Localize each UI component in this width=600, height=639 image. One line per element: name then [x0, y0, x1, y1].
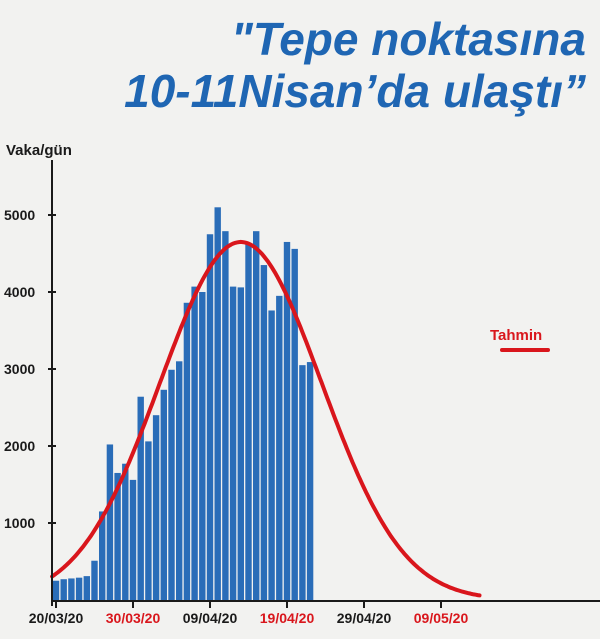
- bar: [68, 578, 75, 600]
- bar: [122, 463, 129, 600]
- bar: [283, 241, 291, 600]
- bar: [106, 444, 114, 600]
- bar: [152, 415, 160, 600]
- legend-label: Tahmin: [490, 327, 542, 344]
- bar: [245, 244, 252, 600]
- bar: [168, 369, 175, 600]
- bar: [253, 231, 260, 601]
- bar: [214, 207, 221, 601]
- x-tick-label: 30/03/20: [106, 610, 161, 626]
- bar: [291, 248, 298, 600]
- bar: [114, 472, 121, 600]
- y-axis-label: Vaka/gün: [6, 142, 72, 159]
- bar: [99, 511, 106, 600]
- y-tick-label: 2000: [4, 438, 35, 454]
- x-tick-label: 09/05/20: [414, 610, 469, 626]
- x-tick-label: 19/04/20: [260, 610, 315, 626]
- bar: [129, 479, 137, 600]
- bar: [191, 286, 198, 600]
- bar: [145, 441, 152, 600]
- bar: [306, 362, 314, 600]
- y-tick-label: 3000: [4, 361, 35, 377]
- bar: [183, 302, 191, 600]
- bar: [276, 295, 283, 600]
- bar: [60, 579, 67, 600]
- bar: [199, 292, 206, 600]
- bar: [260, 265, 268, 600]
- bar: [176, 361, 183, 600]
- bar: [160, 389, 167, 600]
- bar: [237, 287, 244, 600]
- y-tick-label: 5000: [4, 207, 35, 223]
- y-tick-label: 1000: [4, 515, 35, 531]
- bar: [137, 396, 144, 600]
- bar: [83, 576, 90, 600]
- bar: [206, 234, 214, 600]
- bar: [222, 231, 229, 601]
- y-tick-label: 4000: [4, 284, 35, 300]
- chart-title-line2: 10-11Nisan’da ulaştı”: [124, 65, 586, 117]
- bar: [299, 365, 306, 600]
- bar: [268, 310, 275, 600]
- x-tick-label: 29/04/20: [337, 610, 392, 626]
- bar: [229, 286, 237, 600]
- x-tick-label: 09/04/20: [183, 610, 238, 626]
- bar: [52, 580, 60, 600]
- bar: [75, 577, 83, 600]
- chart-title-line1: "Tepe noktasına: [231, 13, 586, 65]
- x-tick-label: 20/03/20: [29, 610, 84, 626]
- forecast-curve: [50, 239, 482, 598]
- bar: [91, 560, 98, 600]
